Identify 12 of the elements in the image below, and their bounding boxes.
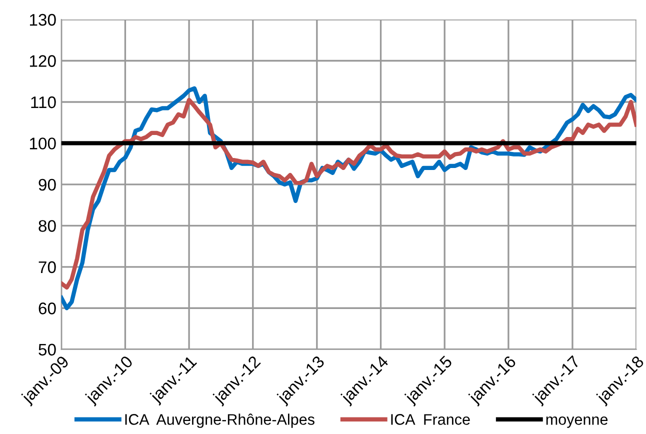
y-tick-label: 100: [30, 138, 56, 150]
y-tick-label: 130: [30, 14, 56, 26]
y-tick-label: 90: [38, 178, 56, 191]
y-tick-label: 80: [38, 220, 56, 232]
y-tick-label: 60: [38, 302, 56, 314]
legend-label: moyenne: [546, 416, 608, 428]
y-tick-label: 70: [38, 261, 56, 274]
y-tick-label: 120: [30, 55, 56, 67]
legend-label: ICA Auvergne-Rhône-Alpes: [125, 414, 314, 428]
y-tick-label: 50: [38, 344, 56, 356]
y-tick-label: 110: [31, 96, 56, 108]
legend-label: ICA France: [391, 414, 470, 425]
